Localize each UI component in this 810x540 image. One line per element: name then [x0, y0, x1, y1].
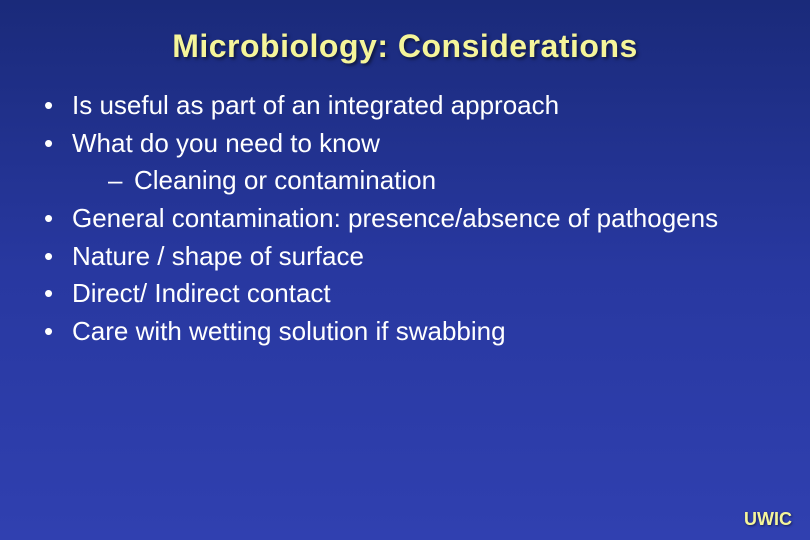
list-item: Direct/ Indirect contact	[36, 275, 774, 313]
bullet-text: What do you need to know	[72, 128, 380, 158]
list-item: Is useful as part of an integrated appro…	[36, 87, 774, 125]
list-item: Nature / shape of surface	[36, 238, 774, 276]
bullet-text: General contamination: presence/absence …	[72, 203, 718, 233]
bullet-text: Is useful as part of an integrated appro…	[72, 90, 559, 120]
sub-list: Cleaning or contamination	[72, 162, 774, 200]
slide-body: Is useful as part of an integrated appro…	[0, 65, 810, 351]
sub-bullet-text: Cleaning or contamination	[134, 165, 436, 195]
list-item: Care with wetting solution if swabbing	[36, 313, 774, 351]
slide-title: Microbiology: Considerations	[0, 0, 810, 65]
bullet-text: Care with wetting solution if swabbing	[72, 316, 506, 346]
bullet-text: Nature / shape of surface	[72, 241, 364, 271]
bullet-list: Is useful as part of an integrated appro…	[36, 87, 774, 351]
bullet-text: Direct/ Indirect contact	[72, 278, 331, 308]
footer-label: UWIC	[744, 509, 792, 530]
slide: Microbiology: Considerations Is useful a…	[0, 0, 810, 540]
list-item: General contamination: presence/absence …	[36, 200, 774, 238]
list-item: What do you need to know Cleaning or con…	[36, 125, 774, 200]
sub-list-item: Cleaning or contamination	[108, 162, 774, 200]
